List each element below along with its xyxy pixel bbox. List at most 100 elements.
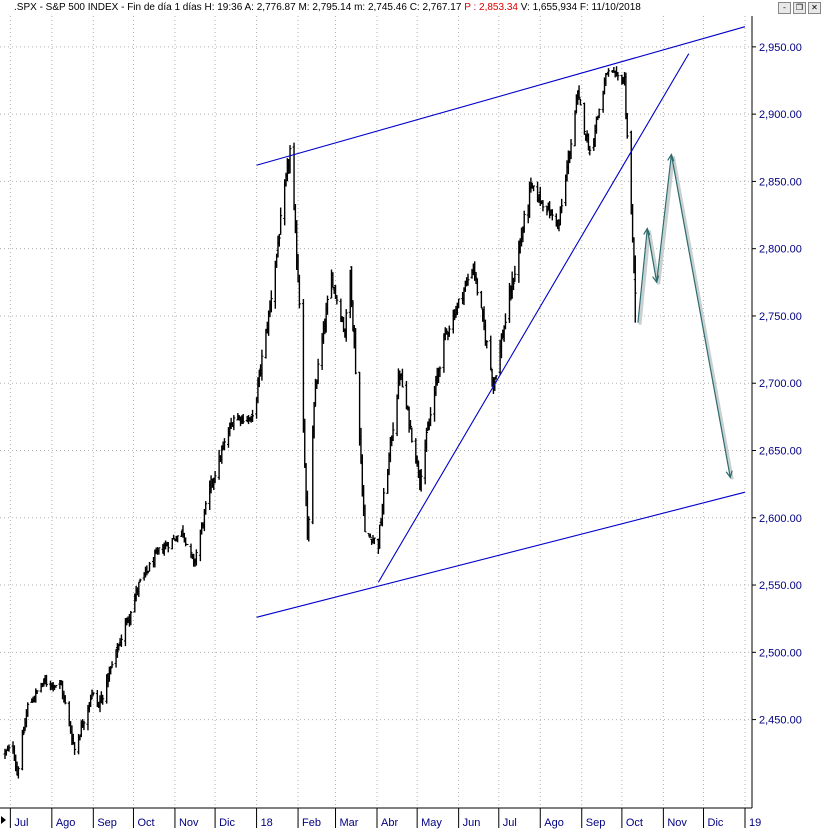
ohlc-bar — [494, 375, 498, 380]
ohlc-bar — [35, 689, 39, 694]
ohlc-bar — [279, 207, 283, 236]
x-tick-label: Feb — [302, 817, 321, 829]
ohlc-bar — [241, 413, 245, 424]
price-bars — [3, 66, 637, 779]
ohlc-bar — [277, 233, 281, 247]
ohlc-bar — [489, 335, 493, 371]
ohlc-bar — [316, 358, 320, 385]
ohlc-bar — [22, 726, 26, 735]
y-tick-label: 2,750.00 — [759, 311, 802, 323]
quote-info: .SPX - S&P 500 INDEX - Fin de día 1 días… — [14, 2, 641, 13]
ohlc-bar — [194, 549, 198, 566]
projection-arrow — [670, 154, 733, 479]
minimize-button[interactable]: - — [778, 2, 791, 14]
x-tick-label: May — [421, 817, 442, 829]
ohlc-bar — [260, 349, 264, 381]
y-tick-label: 2,550.00 — [759, 580, 802, 592]
ohlc-bar — [157, 547, 161, 555]
x-tick-label: Oct — [626, 817, 643, 829]
ohlc-bar — [429, 407, 433, 427]
v-value: 1,655,934 — [532, 2, 578, 13]
close-button[interactable]: ✕ — [808, 2, 821, 14]
ohlc-bar — [63, 695, 67, 705]
a-value: 2,776.87 — [256, 2, 296, 13]
ohlc-bar — [447, 325, 451, 337]
ohlc-bar — [408, 420, 412, 430]
ohlc-bar — [110, 661, 114, 668]
projection-shadow — [638, 230, 651, 325]
ohlc-bar — [404, 380, 408, 410]
ohlc-bar — [54, 684, 58, 688]
f-value: 11/10/2018 — [591, 2, 641, 13]
ohlc-bar — [297, 274, 301, 309]
ohlc-bar — [499, 333, 503, 359]
ohlc-bar — [166, 542, 170, 553]
ohlc-bar — [578, 98, 582, 106]
x-tick-label: Nov — [667, 817, 687, 829]
ohlc-bar — [532, 185, 536, 192]
x-tick-label: 19 — [749, 817, 761, 829]
ohlc-bar — [629, 130, 633, 215]
m-value: 2,795.14 — [312, 2, 352, 13]
ohlc-bar — [7, 744, 11, 752]
c-value: 2,767.17 — [422, 2, 462, 13]
ohlc-bar — [503, 313, 507, 330]
x-tick-label: Oct — [137, 817, 154, 829]
ohlc-bar — [607, 68, 611, 77]
ohlc-bar — [222, 438, 226, 451]
ohlc-bar — [148, 561, 152, 572]
ohlc-bar — [368, 533, 372, 538]
scroll-left-icon[interactable] — [1, 816, 6, 824]
ohlc-bar — [475, 278, 479, 296]
p-label: P : — [464, 2, 477, 13]
x-tick-label: Jul — [14, 817, 28, 829]
ohlc-bar — [479, 290, 483, 309]
ohlc-bar — [73, 741, 77, 755]
ohlc-bar — [251, 409, 255, 423]
ohlc-bar — [312, 401, 316, 439]
ohlc-bar — [511, 277, 515, 291]
ohlc-bar — [425, 427, 429, 452]
ohlc-bar — [204, 501, 208, 515]
p-value: 2,853.34 — [479, 2, 518, 13]
projection-shadow — [657, 156, 675, 285]
ohlc-bar — [311, 425, 315, 525]
y-tick-label: 2,500.00 — [759, 647, 802, 659]
ohlc-bar — [176, 535, 180, 543]
ohlc-bar — [529, 177, 533, 193]
ohlc-bar — [217, 449, 221, 480]
h-value: 19:36 — [217, 2, 243, 13]
projection-arrows — [637, 153, 734, 480]
ohlc-bar — [44, 674, 48, 687]
ohlc-bar — [213, 470, 217, 484]
channel-lower-line — [256, 491, 746, 618]
ohlc-bar — [232, 415, 236, 431]
ohlc-bar — [391, 422, 395, 441]
ohlc-bar — [395, 394, 399, 437]
x-tick-label: Jun — [463, 817, 481, 829]
x-tick-label: Nov — [179, 817, 199, 829]
f-label: F: — [579, 2, 589, 13]
channel-upper-line — [256, 26, 746, 166]
y-tick-label: 2,450.00 — [759, 715, 802, 727]
ohlc-bar — [185, 544, 189, 546]
restore-button[interactable]: ❐ — [793, 2, 806, 14]
y-tick-label: 2,700.00 — [759, 378, 802, 390]
ohlc-bar — [577, 85, 581, 100]
trend-lines — [256, 26, 746, 618]
ohlc-bar — [438, 366, 442, 377]
y-tick-label: 2,950.00 — [759, 42, 802, 54]
ohlc-bar — [363, 504, 367, 533]
ohlc-bar — [569, 139, 573, 160]
ohlc-bar — [419, 469, 423, 492]
c-label: C: — [409, 2, 420, 13]
ohlc-bar — [372, 537, 376, 545]
ohlc-bar — [466, 273, 470, 286]
ohlc-bar — [26, 702, 30, 717]
ohlc-bar — [138, 578, 142, 583]
ohlc-bar — [474, 272, 478, 285]
x-tick-label: Sep — [586, 817, 606, 829]
y-tick-label: 2,850.00 — [759, 176, 802, 188]
ohlc-bar — [292, 142, 296, 211]
